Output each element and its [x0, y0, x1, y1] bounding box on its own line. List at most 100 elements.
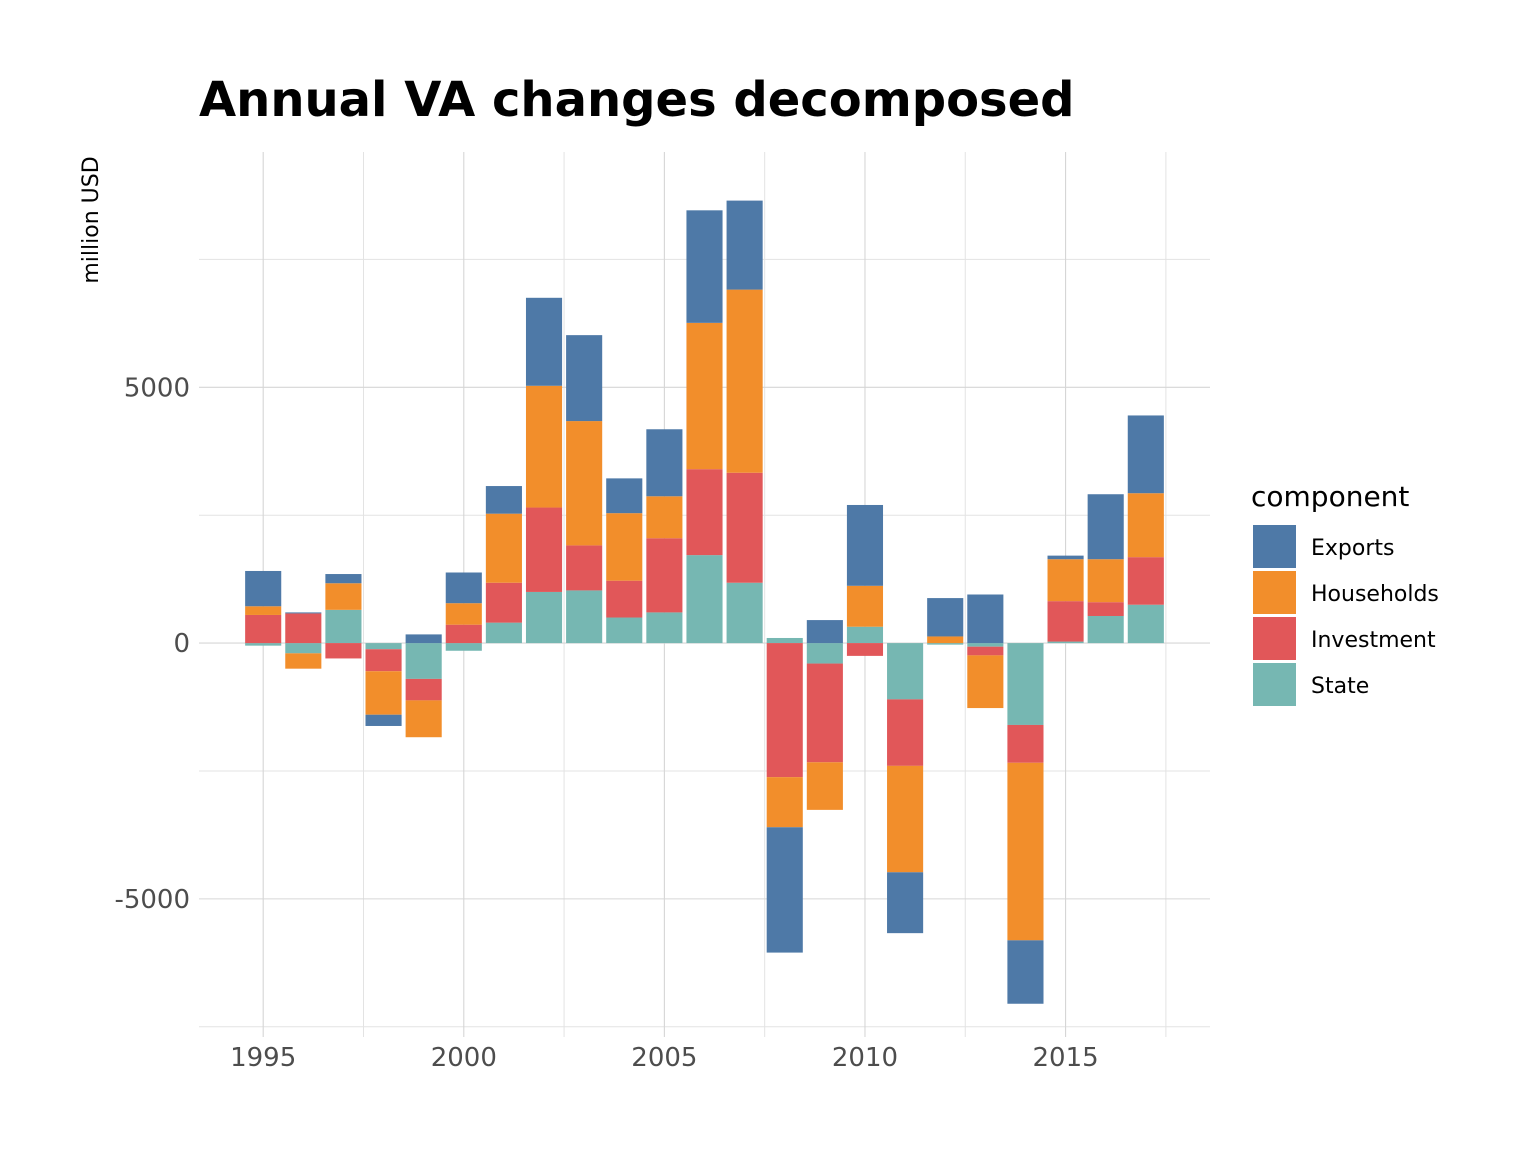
x-tick-label: 1995 [230, 1043, 296, 1073]
bar-state-2017 [1127, 604, 1164, 644]
y-tick-label: -5000 [114, 885, 190, 915]
bar-investment-1999 [405, 678, 442, 701]
bar-state-2012 [927, 643, 964, 645]
bar-households-2016 [1087, 559, 1124, 603]
bar-state-2008 [766, 637, 803, 644]
bar-state-2009 [806, 643, 843, 664]
bar-state-2016 [1087, 615, 1124, 644]
bar-exports-2017 [1127, 415, 1164, 494]
bar-state-2000 [445, 643, 482, 651]
bar-exports-2009 [806, 620, 843, 644]
legend-swatch-households [1253, 571, 1296, 614]
bar-exports-1998 [365, 714, 402, 726]
bar-households-2017 [1127, 493, 1164, 558]
bar-households-2006 [686, 322, 723, 470]
bar-households-1995 [245, 606, 282, 615]
bar-state-2011 [887, 643, 924, 700]
bar-households-1997 [325, 583, 362, 610]
bar-households-2012 [927, 636, 964, 644]
bar-households-2007 [726, 289, 763, 473]
bar-exports-2004 [606, 478, 643, 514]
bar-state-2014 [1007, 643, 1044, 725]
bar-exports-2000 [445, 572, 482, 604]
bar-investment-2001 [485, 582, 522, 623]
bar-investment-2000 [445, 624, 482, 644]
bar-households-1999 [405, 700, 442, 738]
bar-households-2009 [806, 762, 843, 810]
chart-title: Annual VA changes decomposed [199, 72, 1075, 128]
x-tick-label: 2005 [631, 1043, 697, 1073]
bar-investment-2007 [726, 472, 763, 583]
bar-exports-2011 [887, 872, 924, 934]
legend-swatch-state [1253, 663, 1296, 706]
bar-state-2010 [846, 626, 884, 644]
bar-investment-2006 [686, 469, 723, 556]
bar-households-2003 [566, 421, 603, 546]
bar-investment-2017 [1127, 557, 1164, 605]
bar-households-2005 [646, 496, 683, 539]
bar-exports-1996 [285, 612, 322, 614]
bar-state-2013 [967, 643, 1004, 647]
bar-investment-2010 [846, 643, 884, 656]
x-tick-label: 2015 [1032, 1043, 1098, 1073]
bar-exports-2010 [846, 504, 884, 586]
bar-exports-2012 [927, 598, 964, 637]
bars [245, 200, 1164, 1004]
bar-households-2013 [967, 655, 1004, 709]
bar-exports-2008 [766, 827, 803, 953]
bar-state-2005 [646, 612, 683, 644]
bar-investment-2009 [806, 663, 843, 763]
bar-state-1995 [245, 643, 282, 646]
bar-investment-2011 [887, 699, 924, 766]
bar-exports-2006 [686, 210, 723, 323]
y-tick-label: 5000 [124, 373, 190, 403]
bar-investment-1995 [245, 614, 282, 644]
legend-label-households: Households [1311, 582, 1439, 607]
bar-exports-1999 [405, 634, 442, 644]
bar-state-1996 [285, 643, 322, 654]
bar-households-2014 [1007, 762, 1044, 941]
bar-exports-2007 [726, 200, 763, 290]
bar-households-2010 [846, 585, 884, 627]
bar-households-2000 [445, 603, 482, 625]
bar-exports-2015 [1047, 555, 1084, 560]
legend-swatch-exports [1253, 525, 1296, 568]
bar-investment-1996 [285, 613, 322, 644]
bar-exports-1995 [245, 570, 282, 607]
axes: -5000 0 5000 1995 2000 2005 2010 2015 [114, 373, 1098, 1073]
bar-exports-2013 [967, 594, 1004, 644]
bar-state-2015 [1047, 641, 1084, 644]
bar-exports-2014 [1007, 940, 1044, 1004]
bar-households-2001 [485, 513, 522, 583]
bar-households-2015 [1047, 559, 1084, 602]
bar-investment-1998 [365, 649, 402, 672]
bar-investment-2008 [766, 643, 803, 778]
legend-swatch-investment [1253, 617, 1296, 660]
bar-households-2011 [887, 765, 924, 873]
bar-exports-2016 [1087, 494, 1124, 560]
bar-investment-2005 [646, 538, 683, 613]
legend-title: component [1251, 480, 1409, 513]
bar-state-2007 [726, 582, 763, 644]
bar-state-1998 [365, 643, 402, 650]
x-tick-label: 2010 [832, 1043, 898, 1073]
bar-investment-2014 [1007, 724, 1044, 763]
bar-households-1996 [285, 653, 322, 669]
bar-state-2003 [566, 590, 603, 644]
bar-investment-2003 [566, 545, 603, 591]
bar-state-2001 [485, 622, 522, 644]
x-tick-label: 2000 [431, 1043, 497, 1073]
bar-investment-2004 [606, 580, 643, 618]
bar-state-1999 [405, 643, 442, 679]
bar-state-2006 [686, 555, 723, 644]
bar-exports-2002 [525, 297, 563, 386]
bar-investment-2015 [1047, 601, 1084, 642]
bar-exports-2005 [646, 429, 683, 497]
bar-state-2002 [525, 591, 563, 644]
y-axis-label: million USD [79, 156, 104, 283]
bar-state-2004 [606, 617, 643, 644]
bar-exports-2003 [566, 335, 603, 422]
bar-exports-2001 [485, 486, 522, 514]
